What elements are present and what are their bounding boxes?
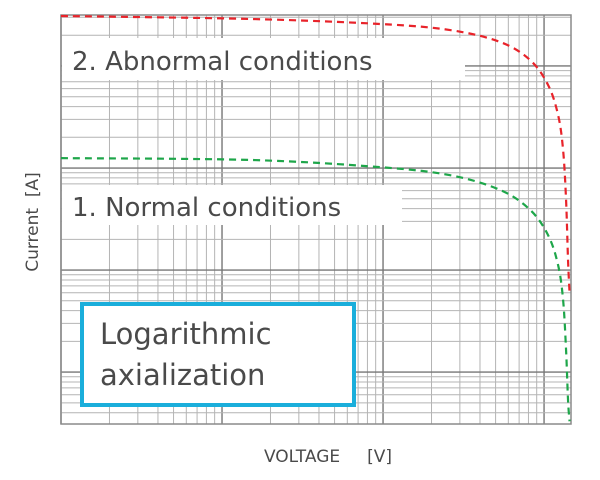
annotation-box [80,302,356,407]
y-axis-label: Current [A] [23,172,43,272]
annotation-text: Logarithmic axialization [100,317,272,392]
curves [60,14,571,422]
series-label-abnormal: 2. Abnormal conditions [72,47,373,77]
annotation-line-1: Logarithmic [100,317,272,351]
plot-frame [60,14,572,425]
label-bg-normal [62,185,402,225]
label-bg-abnormal [62,38,465,80]
annotation-line-2: axialization [100,358,265,392]
normal-conditions-curve [60,157,571,422]
series-label-normal: 1. Normal conditions [72,193,341,223]
abnormal-conditions-curve [60,14,571,293]
x-axis-label: VOLTAGE [V] [264,447,392,467]
